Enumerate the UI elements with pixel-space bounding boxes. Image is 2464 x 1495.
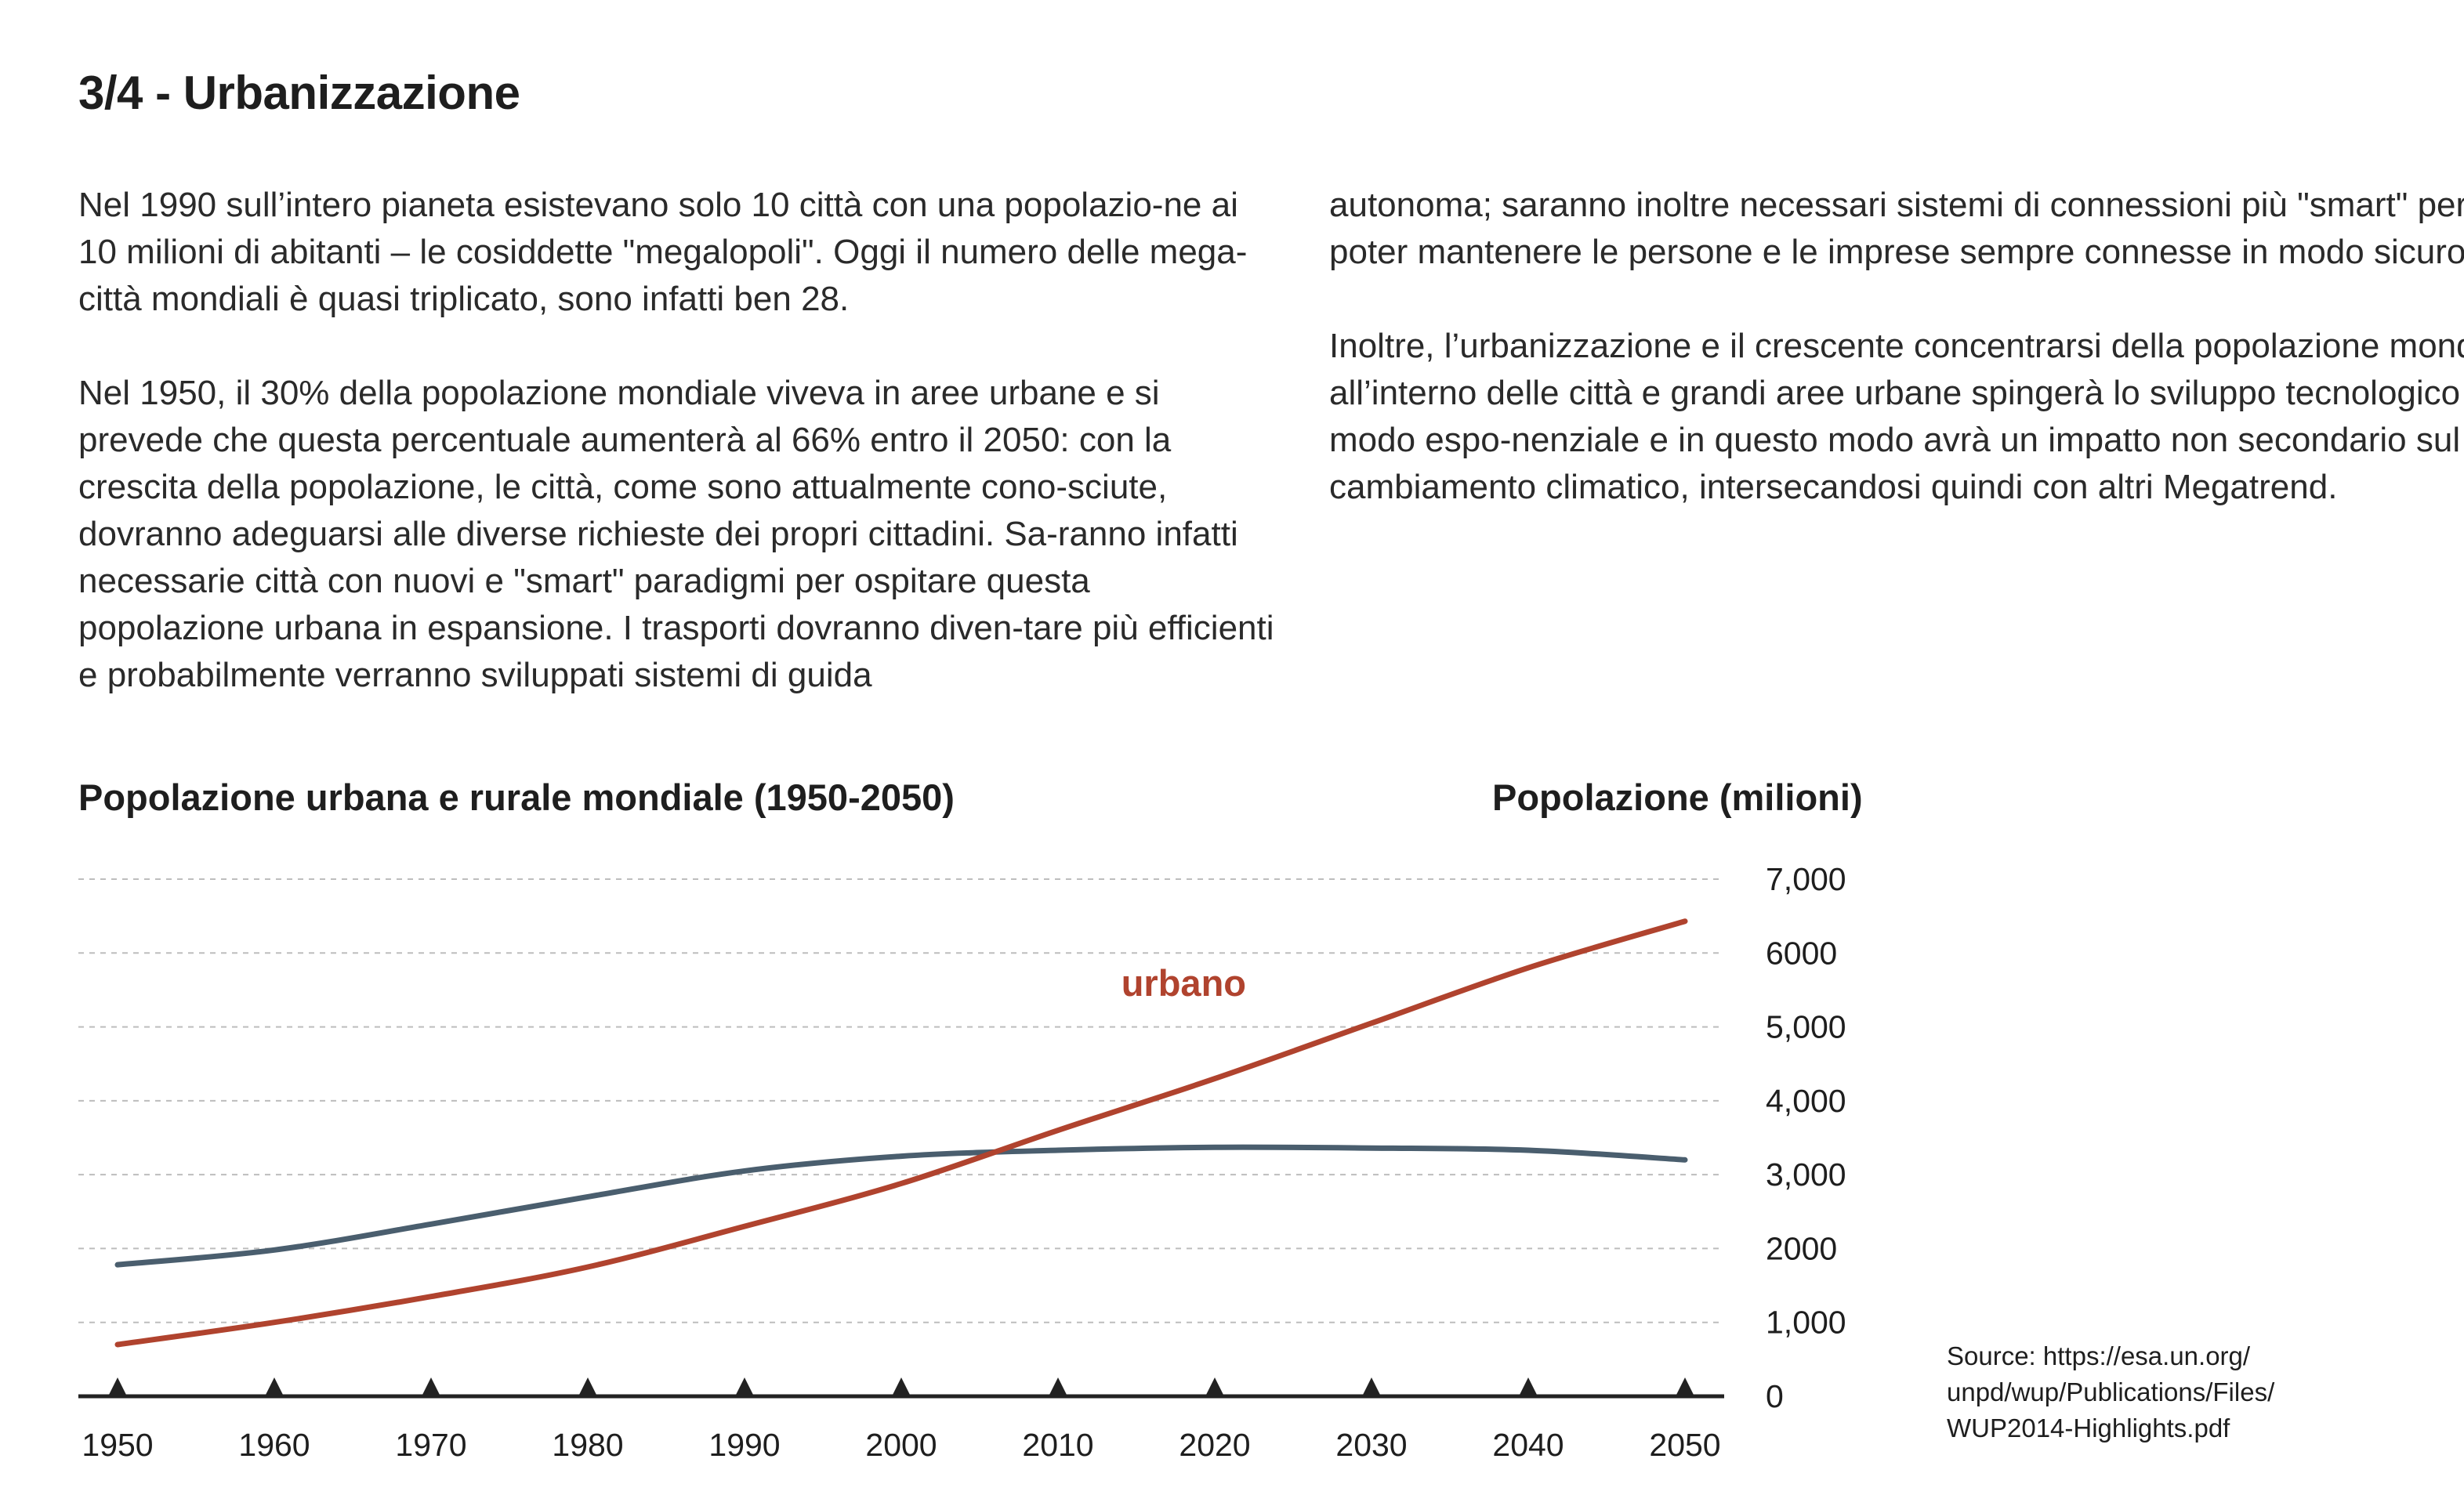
x-tick-marker — [108, 1377, 127, 1396]
source-line: unpd/wup/Publications/Files/ — [1947, 1377, 2275, 1406]
series-line-rurale — [114, 1144, 1688, 1268]
x-tick-label: 2010 — [1022, 1427, 1093, 1463]
x-tick-label: 1980 — [552, 1427, 623, 1463]
x-tick-label: 1990 — [708, 1427, 780, 1463]
x-tick-label: 1950 — [82, 1427, 153, 1463]
paragraph: Inoltre, l’urbanizzazione e il crescente… — [1329, 327, 2464, 506]
y-tick-label: 3,000 — [1766, 1157, 1846, 1193]
series-label-urbano: urbano — [1121, 962, 1246, 1004]
x-tick-marker — [892, 1377, 911, 1396]
x-tick-marker — [1362, 1377, 1381, 1396]
x-tick-label: 1970 — [395, 1427, 466, 1463]
y-tick-label: 0 — [1766, 1378, 1784, 1414]
source-line: WUP2014-Highlights.pdf — [1947, 1414, 2230, 1443]
y-tick-label: 1,000 — [1766, 1305, 1846, 1341]
paragraph: Nel 1990 sull’intero pianeta esistevano … — [78, 186, 1248, 318]
y-tick-label: 5,000 — [1766, 1009, 1846, 1045]
text-column-right: autonoma; saranno inoltre necessari sist… — [1329, 182, 2464, 558]
source-note: Source: https://esa.un.org/ unpd/wup/Pub… — [1947, 1338, 2354, 1446]
x-tick-label: 1960 — [238, 1427, 310, 1463]
text-column-left: Nel 1990 sull’intero pianeta esistevano … — [78, 182, 1285, 746]
x-tick-marker — [1049, 1377, 1067, 1396]
y-tick-label: 7,000 — [1766, 861, 1846, 897]
chart-title: Popolazione urbana e rurale mondiale (19… — [78, 776, 955, 818]
y-axis-title: Popolazione (milioni) — [1492, 776, 1863, 818]
y-tick-label: 2000 — [1766, 1230, 1837, 1266]
x-tick-label: 2050 — [1649, 1427, 1720, 1463]
x-tick-marker — [1205, 1377, 1224, 1396]
page-title: 3/4 - Urbanizzazione — [78, 67, 520, 119]
x-tick-marker — [735, 1377, 754, 1396]
paragraph: autonoma; saranno inoltre necessari sist… — [1329, 186, 2464, 271]
x-tick-label: 2020 — [1179, 1427, 1250, 1463]
x-tick-label: 2040 — [1492, 1427, 1564, 1463]
x-tick-marker — [422, 1377, 440, 1396]
source-line: Source: https://esa.un.org/ — [1947, 1341, 2251, 1370]
x-tick-label: 2000 — [865, 1427, 937, 1463]
series-line-urbano — [114, 918, 1688, 1348]
x-tick-marker — [578, 1377, 597, 1396]
x-tick-marker — [265, 1377, 284, 1396]
x-tick-marker — [1519, 1377, 1538, 1396]
y-tick-label: 4,000 — [1766, 1083, 1846, 1119]
y-tick-label: 6000 — [1766, 935, 1837, 971]
x-tick-label: 2030 — [1335, 1427, 1407, 1463]
x-tick-marker — [1676, 1377, 1694, 1396]
paragraph: Nel 1950, il 30% della popolazione mondi… — [78, 374, 1274, 694]
